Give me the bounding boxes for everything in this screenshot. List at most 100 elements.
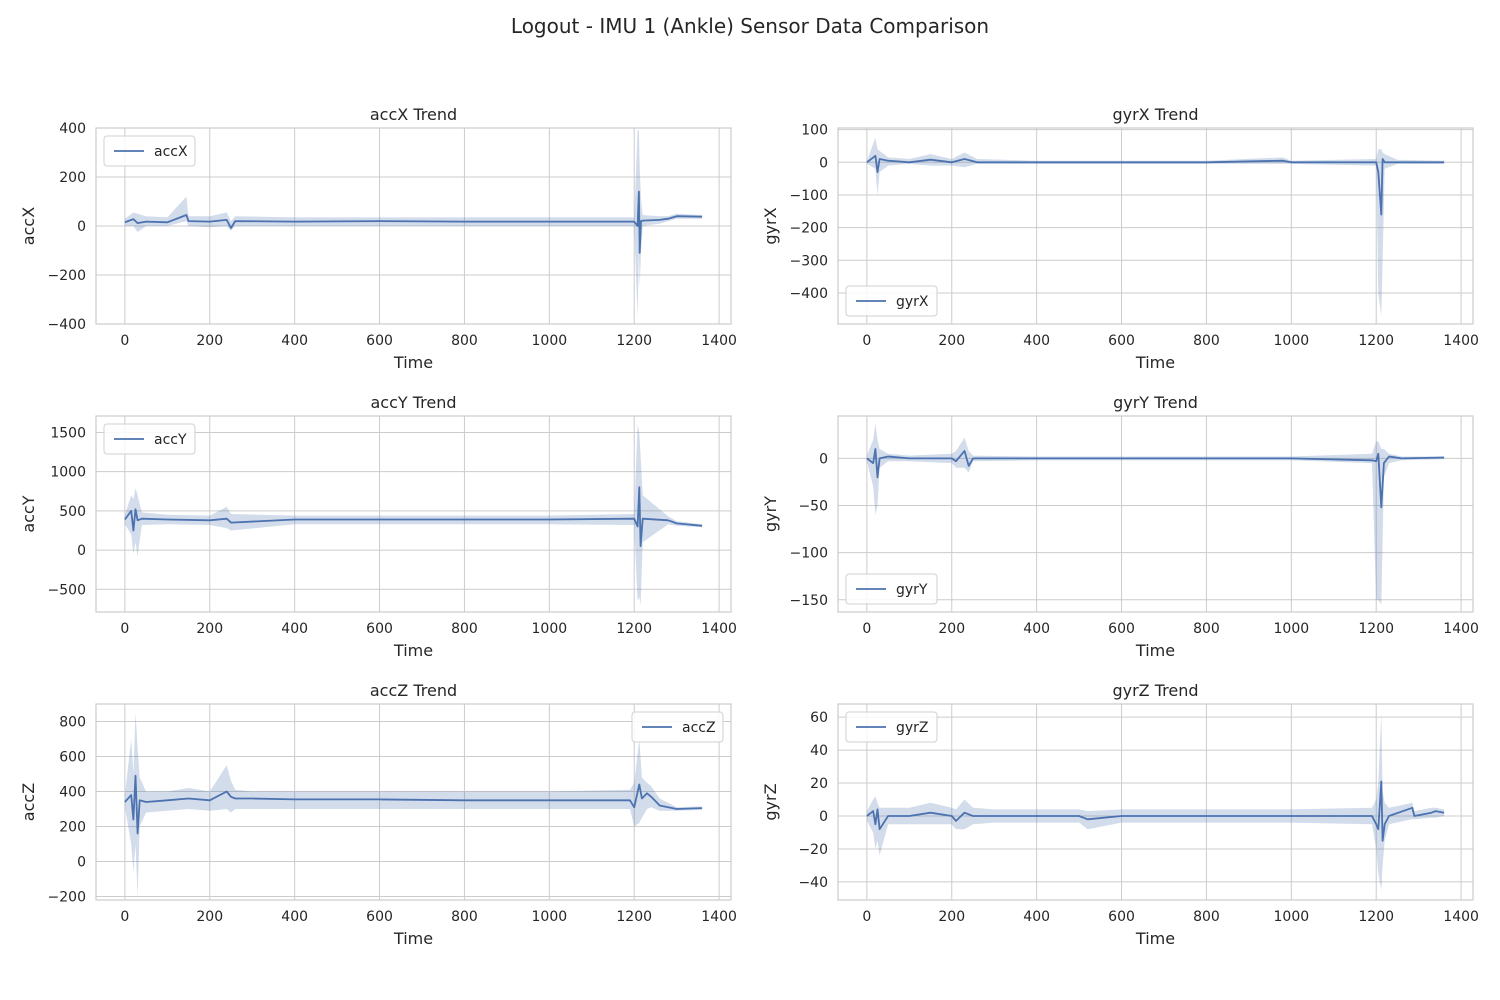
x-tick-label: 200: [938, 909, 965, 925]
x-tick-label: 600: [1108, 909, 1135, 925]
x-tick-label: 400: [281, 909, 308, 925]
series-line-gyrX: [866, 154, 1445, 216]
series-line-gyrZ: [866, 780, 1445, 842]
y-tick-label: 40: [810, 743, 828, 759]
y-axis-label: accZ: [19, 783, 38, 821]
x-tick-label: 400: [1023, 333, 1050, 349]
figure-title: Logout - IMU 1 (Ankle) Sensor Data Compa…: [510, 14, 990, 38]
y-tick-label: −50: [798, 499, 828, 515]
subplot-accY: 0 200 400 600 800 1000 1200 1400 −500 0 500 1000 150…: [19, 393, 737, 660]
x-tick-label: 1400: [1443, 909, 1479, 925]
x-axis-label: Time: [393, 641, 433, 660]
x-tick-label: 600: [1108, 621, 1135, 637]
confidence-band-accZ: [124, 712, 703, 897]
x-tick-label: 600: [366, 333, 393, 349]
subplot-gyrY: 0 200 400 600 800 1000 1200 1400 −150 −100 −50 0 gyr…: [761, 393, 1479, 660]
y-tick-label: 60: [810, 710, 828, 726]
y-tick-label: 0: [819, 809, 828, 825]
x-tick-label: 0: [120, 909, 129, 925]
confidence-band-gyrZ: [866, 712, 1445, 891]
x-tick-label: 1200: [616, 909, 652, 925]
legend-box: [845, 285, 938, 317]
y-tick-label: 0: [819, 451, 828, 467]
y-tick-label: 800: [59, 715, 86, 731]
legend-label: accX: [154, 144, 188, 160]
x-tick-label: 0: [120, 621, 129, 637]
subplot-title: accZ Trend: [370, 681, 457, 700]
x-tick-label: 1400: [701, 621, 737, 637]
confidence-band-accY: [124, 424, 703, 605]
y-tick-label: −200: [48, 890, 86, 906]
legend: gyrZ: [845, 711, 938, 743]
x-tick-label: 600: [366, 621, 393, 637]
x-tick-label: 200: [196, 909, 223, 925]
x-tick-label: 1000: [1274, 909, 1310, 925]
legend: accY: [103, 423, 196, 455]
x-tick-label: 0: [862, 909, 871, 925]
x-tick-label: 600: [1108, 333, 1135, 349]
legend: gyrX: [845, 285, 938, 317]
x-tick-label: 600: [366, 909, 393, 925]
series-line-gyrY: [866, 448, 1445, 509]
x-tick-label: 1000: [532, 909, 568, 925]
y-axis-label: gyrZ: [761, 783, 780, 820]
x-axis-label: Time: [393, 353, 433, 372]
legend-label: accY: [154, 432, 187, 448]
legend-label: gyrY: [896, 582, 928, 598]
y-tick-label: 200: [59, 820, 86, 836]
y-tick-label: 200: [59, 170, 86, 186]
subplot-title: gyrY Trend: [1113, 393, 1198, 412]
y-tick-label: −150: [790, 593, 828, 609]
y-tick-label: 20: [810, 776, 828, 792]
x-axis-label: Time: [393, 929, 433, 948]
x-tick-label: 800: [451, 621, 478, 637]
x-tick-label: 400: [1023, 909, 1050, 925]
y-tick-label: 1000: [50, 465, 86, 481]
y-tick-label: 400: [59, 121, 86, 137]
y-tick-label: −300: [790, 253, 828, 269]
x-tick-label: 200: [938, 333, 965, 349]
y-axis-label: accX: [19, 207, 38, 245]
subplot-accZ: 0 200 400 600 800 1000 1200 1400 −200 0 200 400 600 8…: [19, 681, 737, 948]
y-tick-label: −500: [48, 582, 86, 598]
subplot-gyrX: 0 200 400 600 800 1000 1200 1400−400−300−200−10…: [761, 105, 1479, 372]
x-tick-label: 400: [281, 621, 308, 637]
legend-box: [103, 423, 196, 455]
subplot-title: gyrX Trend: [1112, 105, 1198, 124]
x-tick-label: 0: [120, 333, 129, 349]
subplot-gyrZ: 0 200 400 600 800 1000 1200 1400 −40 −20 0 20 40 60 gy…: [761, 681, 1479, 948]
legend-box: [103, 135, 196, 167]
legend-box: [845, 711, 938, 743]
y-tick-label: −200: [790, 221, 828, 237]
y-axis-label: gyrY: [761, 496, 780, 532]
legend: gyrY: [845, 573, 938, 605]
y-tick-label: 100: [801, 123, 828, 139]
legend-label: gyrZ: [896, 720, 929, 736]
x-tick-label: 800: [451, 333, 478, 349]
subplot-title: accX Trend: [370, 105, 457, 124]
legend: accX: [103, 135, 196, 167]
subplot-title: gyrZ Trend: [1112, 681, 1198, 700]
x-tick-label: 0: [862, 621, 871, 637]
y-tick-label: −40: [798, 875, 828, 891]
plot-frame: [95, 703, 732, 901]
y-tick-label: 0: [77, 219, 86, 235]
y-tick-label: 1500: [50, 425, 86, 441]
series-line-accZ: [124, 774, 703, 835]
x-tick-label: 1200: [616, 621, 652, 637]
y-tick-label: 600: [59, 750, 86, 766]
y-tick-label: −200: [48, 268, 86, 284]
y-tick-label: 500: [59, 504, 86, 520]
legend-box: [631, 711, 724, 743]
y-tick-label: 0: [77, 543, 86, 559]
legend-label: gyrX: [896, 294, 929, 310]
x-tick-label: 200: [938, 621, 965, 637]
x-tick-label: 1000: [532, 333, 568, 349]
x-tick-label: 400: [1023, 621, 1050, 637]
y-tick-label: 0: [77, 855, 86, 871]
plot-frame: [837, 703, 1474, 901]
x-tick-label: 800: [1193, 621, 1220, 637]
y-tick-label: 400: [59, 785, 86, 801]
x-tick-label: 1200: [1358, 333, 1394, 349]
